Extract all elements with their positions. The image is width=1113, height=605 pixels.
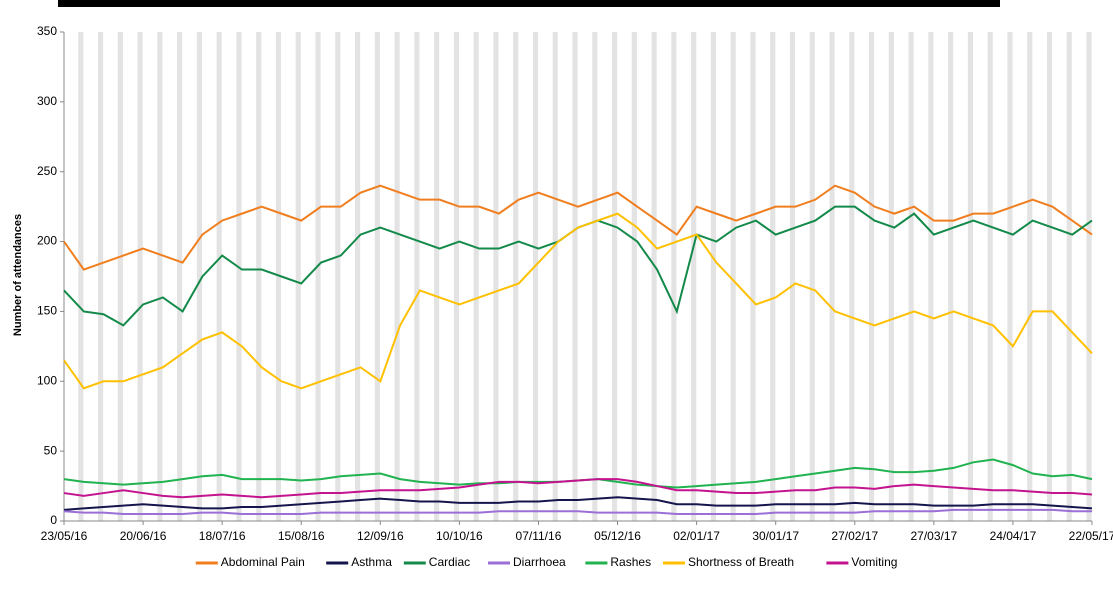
y-tick-label: 200 [37,234,57,248]
weekend-band [216,32,222,521]
weekend-band [532,32,539,521]
weekend-band [948,32,954,521]
weekend-band [256,32,262,521]
legend-label: Cardiac [429,555,470,569]
legend-label: Asthma [351,555,392,569]
weekend-band [770,32,776,521]
weekend-band [789,32,796,521]
weekend-band [434,32,440,521]
weekend-band [453,32,459,521]
title-bar [58,0,1000,7]
series-line [63,496,1093,511]
x-tick-label: 27/03/17 [910,529,957,543]
weekend-band [78,32,84,521]
weekend-band [236,32,242,521]
weekend-band [335,32,341,521]
series-line [63,212,1093,390]
x-tick-label: 27/02/17 [831,529,878,543]
weekend-band [1007,32,1013,521]
weekend-band [394,32,400,521]
y-axis-label: Number of attendances [12,214,24,336]
weekend-band [572,32,578,521]
y-tick-label: 350 [37,24,57,38]
series-line [63,478,1093,499]
weekend-band [888,32,894,521]
weekend-band [987,32,993,521]
weekend-band [710,32,716,521]
weekend-band [157,32,163,521]
weekend-band [651,32,657,521]
x-tick-label: 10/10/16 [436,529,483,543]
weekend-band [809,32,815,521]
x-tick-label: 02/01/17 [673,529,720,543]
legend-label: Abdominal Pain [221,555,305,569]
weekend-band [473,32,479,521]
weekend-band [98,32,104,521]
y-tick-label: 0 [50,513,57,527]
weekend-band [493,32,499,521]
weekend-band [750,32,756,521]
x-tick-label: 05/12/16 [594,529,641,543]
weekend-band [612,32,618,521]
weekend-band [315,32,321,521]
weekend-band [869,32,875,521]
x-tick-label: 07/11/16 [516,529,562,543]
y-tick-label: 250 [37,164,57,178]
x-tick-label: 18/07/16 [199,529,246,543]
weekend-band [552,32,558,521]
x-tick-label: 22/05/17 [1069,529,1113,543]
weekend-band [829,32,835,521]
weekend-band [177,32,183,521]
x-tick-label: 24/04/17 [990,529,1037,543]
series-line [63,508,1092,516]
weekend-band [730,32,736,521]
weekend-band [137,32,143,521]
weekend-band [374,32,380,521]
weekend-band [196,32,202,521]
y-tick-label: 100 [37,373,57,387]
weekend-band [513,32,519,521]
weekend-band [967,32,973,521]
legend-label: Diarrhoea [513,555,566,569]
x-tick-label: 30/01/17 [752,529,799,543]
legend-label: Rashes [610,555,651,569]
x-tick-label: 23/05/16 [41,529,88,543]
weekend-band [355,32,361,521]
weekend-band [1066,32,1072,521]
weekend-band [295,32,301,521]
weekend-band [908,32,914,521]
weekend-band [631,32,637,521]
weekend-band [1086,32,1092,521]
weekend-band [1027,32,1033,521]
weekend-band [1046,32,1053,521]
weekend-band [592,32,598,521]
series-line [63,184,1093,271]
weekend-band [117,32,123,521]
legend-label: Shortness of Breath [688,555,794,569]
x-tick-label: 12/09/16 [357,529,404,543]
weekend-band [928,32,934,521]
y-tick-label: 300 [37,94,57,108]
x-tick-label: 20/06/16 [120,529,167,543]
weekend-band [849,32,855,521]
weekend-band [671,32,677,521]
y-tick-label: 50 [44,443,58,457]
y-tick-label: 150 [37,304,57,318]
weekend-band [414,32,420,521]
weekend-band [691,32,697,521]
x-tick-label: 15/08/16 [278,529,325,543]
legend-label: Vomiting [851,555,897,569]
